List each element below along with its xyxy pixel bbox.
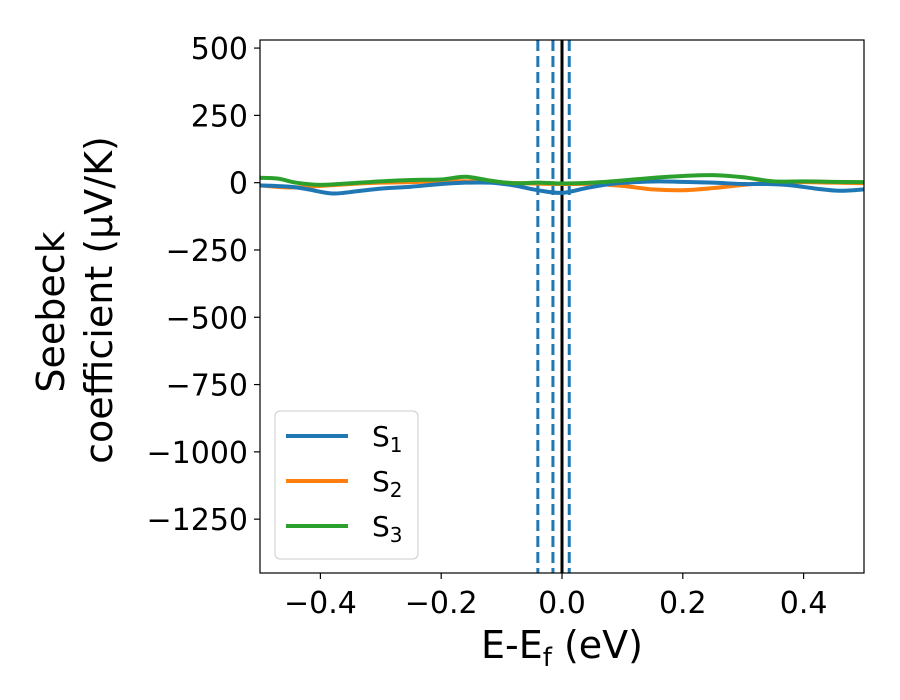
legend-label-s3: S3 bbox=[372, 510, 403, 547]
x-tick-label: 0.4 bbox=[780, 586, 828, 621]
y-tick-label: −500 bbox=[166, 301, 248, 336]
y-tick-label: −1250 bbox=[147, 503, 248, 538]
x-tick-label: −0.2 bbox=[405, 586, 478, 621]
y-tick-label: −750 bbox=[166, 369, 248, 404]
x-axis: −0.4 −0.2 0.0 0.2 0.4 bbox=[284, 573, 827, 621]
y-axis-label-line2: coefficient (μV/K) bbox=[77, 136, 121, 464]
y-tick-label: −1000 bbox=[147, 436, 248, 471]
series-line-s1 bbox=[260, 179, 864, 196]
x-axis-label: E-Ef (eV) bbox=[481, 623, 643, 673]
series-layer bbox=[260, 173, 864, 196]
legend: S1 S2 S3 bbox=[274, 410, 419, 560]
legend-label-s2: S2 bbox=[372, 465, 403, 502]
y-tick-label: 500 bbox=[191, 32, 248, 67]
legend-box bbox=[274, 410, 419, 560]
x-tick-label: −0.4 bbox=[284, 586, 357, 621]
y-tick-label: 250 bbox=[191, 99, 248, 134]
y-axis-label-line1: Seebeck bbox=[29, 231, 73, 392]
y-tick-label: −250 bbox=[166, 234, 248, 269]
series-line-s3 bbox=[260, 173, 864, 187]
y-axis-label: Seebeck coefficient (μV/K) bbox=[29, 136, 121, 464]
x-tick-label: 0.2 bbox=[659, 586, 707, 621]
y-tick-label: 0 bbox=[229, 167, 248, 202]
x-tick-label: 0.0 bbox=[538, 586, 586, 621]
reference-lines bbox=[536, 40, 571, 573]
y-axis: 500 250 0 −250 −500 −750 −1000 −1250 bbox=[147, 32, 260, 538]
legend-label-s1: S1 bbox=[372, 420, 403, 457]
